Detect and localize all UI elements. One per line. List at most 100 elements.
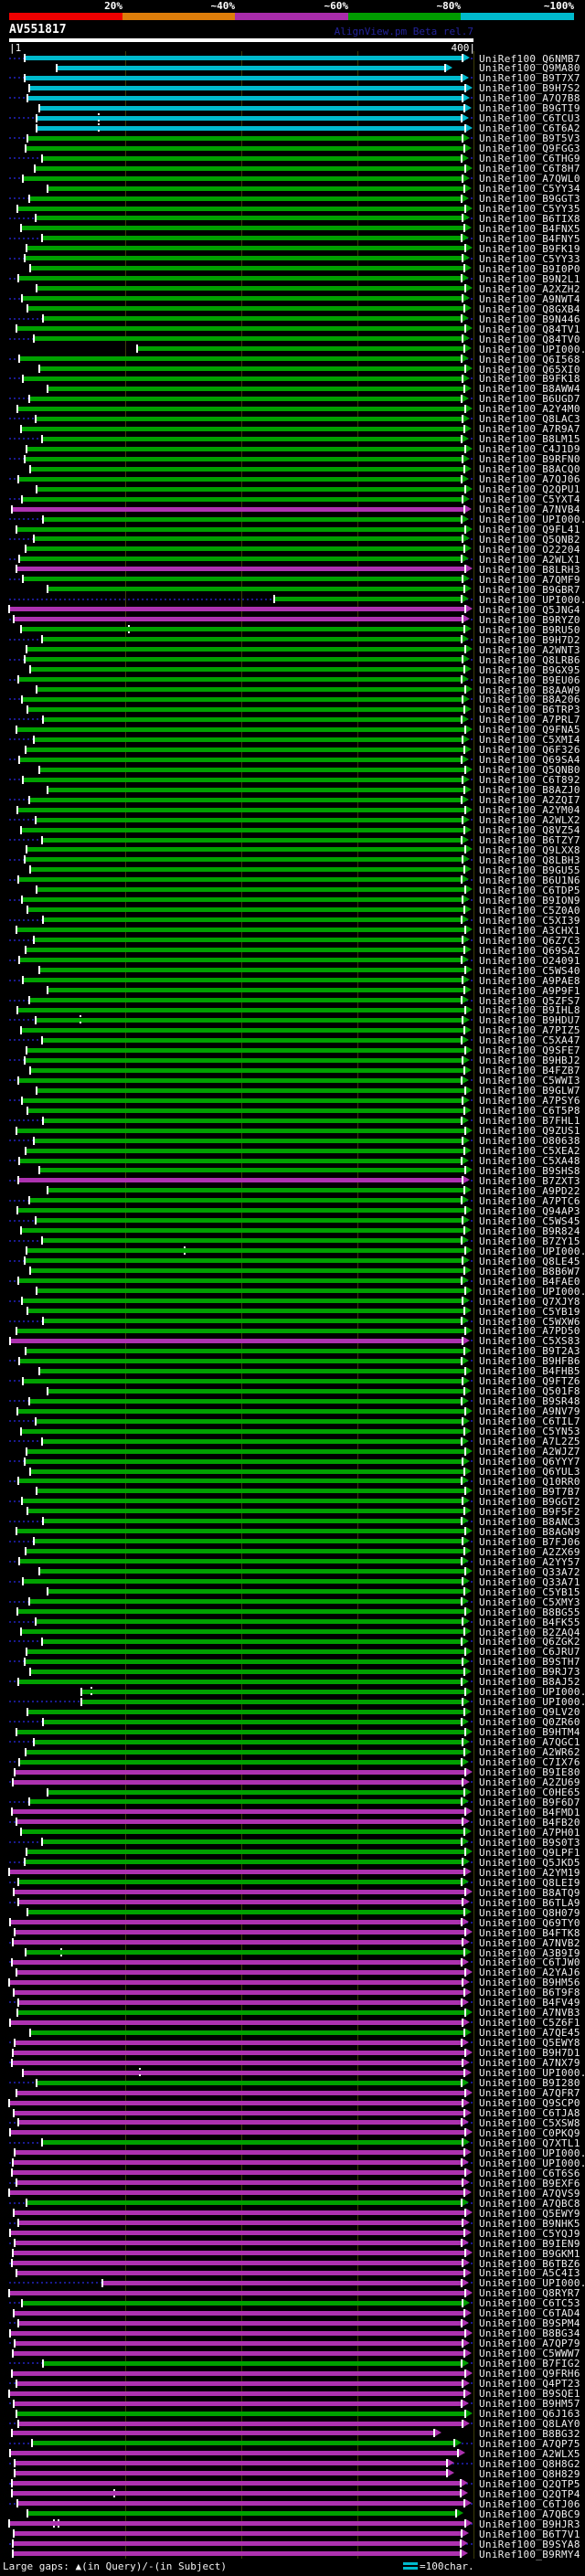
hit-bar[interactable]: [39, 767, 464, 772]
hit-bar[interactable]: [42, 1319, 462, 1323]
hit-label[interactable]: UniRef100_Q5JKD5: [479, 1856, 580, 1869]
hit-label[interactable]: UniRef100_B6TBZ6: [479, 2257, 580, 2270]
hit-bar[interactable]: [15, 2461, 446, 2466]
hit-label[interactable]: UniRef100_B8B6W7: [479, 1265, 580, 1277]
hit-label[interactable]: UniRef100_UPI000..: [479, 1245, 585, 1257]
hit-label[interactable]: UniRef100_C6TDP5: [479, 884, 580, 896]
hit-bar[interactable]: [11, 2481, 460, 2486]
hit-bar[interactable]: [47, 787, 463, 792]
hit-label[interactable]: UniRef100_B6U1N6: [479, 874, 580, 886]
hit-label[interactable]: UniRef100_Q9LPF1: [479, 1846, 580, 1859]
hit-bar[interactable]: [18, 1679, 462, 1684]
hit-label[interactable]: UniRef100_Q5EWY8: [479, 2037, 580, 2050]
hit-label[interactable]: UniRef100_C6T6S6: [479, 2167, 580, 2179]
hit-bar[interactable]: [16, 1609, 464, 1615]
hit-bar[interactable]: [19, 958, 462, 963]
hit-label[interactable]: UniRef100_Q9LXX8: [479, 843, 580, 856]
hit-label[interactable]: UniRef100_C6T5P8: [479, 1105, 580, 1118]
hit-label[interactable]: UniRef100_B8ACQ0: [479, 463, 580, 476]
hit-label[interactable]: UniRef100_B4FNY5: [479, 232, 580, 245]
hit-bar[interactable]: [47, 1388, 463, 1394]
hit-bar[interactable]: [37, 486, 464, 492]
hit-label[interactable]: UniRef100_Q33A72: [479, 1565, 580, 1578]
hit-bar[interactable]: [41, 1438, 462, 1444]
hit-bar[interactable]: [21, 897, 463, 903]
hit-label[interactable]: UniRef100_A2WLX1: [479, 553, 580, 566]
hit-label[interactable]: UniRef100_B9HM56: [479, 1977, 580, 1989]
hit-bar[interactable]: [37, 2080, 462, 2085]
hit-label[interactable]: UniRef100_B9FK18: [479, 373, 580, 386]
hit-label[interactable]: UniRef100_Q8LAC3: [479, 413, 580, 426]
hit-bar[interactable]: [29, 1468, 463, 1474]
hit-bar[interactable]: [37, 687, 464, 692]
hit-label[interactable]: UniRef100_B9SHS8: [479, 1164, 580, 1177]
hit-bar[interactable]: [37, 887, 464, 893]
hit-label[interactable]: UniRef100_B8BG32: [479, 2427, 580, 2440]
hit-bar[interactable]: [41, 837, 462, 843]
hit-bar[interactable]: [14, 2531, 462, 2537]
hit-bar[interactable]: [42, 917, 462, 923]
hit-label[interactable]: UniRef100_B9HFB6: [479, 1355, 580, 1368]
hit-bar[interactable]: [19, 757, 462, 762]
hit-label[interactable]: UniRef100_Q6J163: [479, 2408, 580, 2421]
hit-label[interactable]: UniRef100_A2YM19: [479, 1866, 580, 1879]
hit-bar[interactable]: [20, 226, 463, 231]
hit-bar[interactable]: [12, 2251, 464, 2256]
hit-label[interactable]: UniRef100_B9GKM1: [479, 2247, 580, 2260]
hit-label[interactable]: UniRef100_A7NVB3: [479, 2007, 580, 2019]
hit-label[interactable]: UniRef100_A7PRL7: [479, 714, 580, 726]
hit-label[interactable]: UniRef100_B4FV49: [479, 1997, 580, 2009]
hit-bar[interactable]: [20, 827, 463, 832]
hit-label[interactable]: UniRef100_C5Z6F1: [479, 2017, 580, 2030]
hit-label[interactable]: UniRef100_C6TIL7: [479, 1415, 580, 1428]
hit-bar[interactable]: [14, 1890, 464, 1895]
hit-bar[interactable]: [9, 2290, 464, 2295]
hit-bar[interactable]: [16, 526, 464, 532]
hit-bar[interactable]: [11, 2060, 463, 2065]
hit-bar[interactable]: [39, 366, 464, 372]
hit-bar[interactable]: [28, 1398, 462, 1404]
hit-label[interactable]: UniRef100_Q9MA80: [479, 62, 580, 75]
hit-label[interactable]: UniRef100_B9EXF6: [479, 2177, 580, 2189]
hit-label[interactable]: UniRef100_B4FK55: [479, 1616, 580, 1628]
hit-bar[interactable]: [9, 1979, 463, 1985]
hit-label[interactable]: UniRef100_A7NVB4: [479, 504, 580, 516]
hit-label[interactable]: UniRef100_A7QFR7: [479, 2087, 580, 2100]
hit-bar[interactable]: [25, 1148, 463, 1153]
hit-label[interactable]: UniRef100_Q6I568: [479, 353, 580, 366]
hit-label[interactable]: UniRef100_B9GGT2: [479, 1495, 580, 1508]
hit-label[interactable]: UniRef100_C6TJW0: [479, 1956, 580, 1969]
hit-bar[interactable]: [14, 2110, 463, 2115]
hit-label[interactable]: UniRef100_B9GGT3: [479, 193, 580, 206]
hit-bar[interactable]: [20, 1228, 463, 1234]
hit-bar[interactable]: [23, 376, 463, 381]
hit-label[interactable]: UniRef100_B9GBR7: [479, 583, 580, 596]
hit-bar[interactable]: [33, 336, 463, 342]
hit-label[interactable]: UniRef100_B9N2L1: [479, 272, 580, 285]
hit-label[interactable]: UniRef100_A2XZH2: [479, 282, 580, 295]
hit-bar[interactable]: [42, 316, 462, 322]
hit-bar[interactable]: [20, 426, 463, 431]
hit-label[interactable]: UniRef100_B9HJR3: [479, 2518, 580, 2530]
hit-bar[interactable]: [24, 456, 463, 461]
hit-bar[interactable]: [15, 1769, 464, 1775]
hit-bar[interactable]: [42, 1519, 462, 1524]
hit-bar[interactable]: [12, 2160, 462, 2166]
hit-bar[interactable]: [24, 56, 463, 60]
hit-bar[interactable]: [14, 1989, 463, 1995]
hit-bar[interactable]: [27, 1108, 463, 1113]
hit-bar[interactable]: [41, 236, 462, 241]
hit-label[interactable]: UniRef100_B6TZY7: [479, 834, 580, 847]
hit-bar[interactable]: [9, 2190, 463, 2196]
hit-bar[interactable]: [27, 2511, 455, 2517]
hit-bar[interactable]: [18, 2320, 462, 2326]
hit-bar[interactable]: [16, 206, 464, 211]
hit-label[interactable]: UniRef100_C5WWW7: [479, 2348, 580, 2360]
hit-label[interactable]: UniRef100_A3CHX1: [479, 924, 580, 937]
hit-bar[interactable]: [41, 1037, 462, 1043]
hit-label[interactable]: UniRef100_C5YB15: [479, 1585, 580, 1598]
hit-label[interactable]: UniRef100_B4FHB5: [479, 1365, 580, 1378]
hit-label[interactable]: UniRef100_B6UGD7: [479, 393, 580, 406]
hit-bar[interactable]: [80, 1689, 464, 1694]
hit-label[interactable]: UniRef100_Q84TV1: [479, 323, 580, 335]
